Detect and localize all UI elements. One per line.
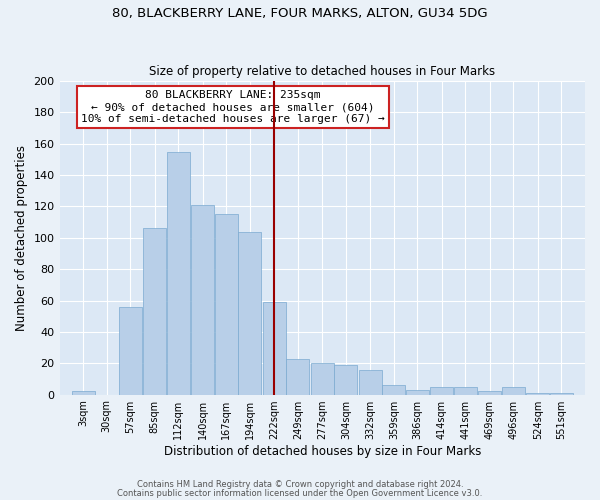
Bar bbox=[286, 358, 310, 394]
Bar bbox=[382, 385, 406, 394]
Text: Contains HM Land Registry data © Crown copyright and database right 2024.: Contains HM Land Registry data © Crown c… bbox=[137, 480, 463, 489]
Bar bbox=[119, 307, 142, 394]
Text: 80 BLACKBERRY LANE: 235sqm
← 90% of detached houses are smaller (604)
10% of sem: 80 BLACKBERRY LANE: 235sqm ← 90% of deta… bbox=[81, 90, 385, 124]
Bar bbox=[454, 386, 477, 394]
Bar bbox=[238, 232, 262, 394]
Title: Size of property relative to detached houses in Four Marks: Size of property relative to detached ho… bbox=[149, 66, 496, 78]
Bar bbox=[502, 386, 525, 394]
Text: Contains public sector information licensed under the Open Government Licence v3: Contains public sector information licen… bbox=[118, 488, 482, 498]
Bar bbox=[359, 370, 382, 394]
Bar bbox=[191, 205, 214, 394]
Bar bbox=[406, 390, 429, 394]
Y-axis label: Number of detached properties: Number of detached properties bbox=[15, 145, 28, 331]
Bar bbox=[334, 365, 358, 394]
Bar bbox=[550, 393, 573, 394]
Bar bbox=[311, 363, 334, 394]
Bar bbox=[526, 393, 550, 394]
Bar bbox=[215, 214, 238, 394]
Bar bbox=[263, 302, 286, 394]
Bar bbox=[478, 392, 502, 394]
Text: 80, BLACKBERRY LANE, FOUR MARKS, ALTON, GU34 5DG: 80, BLACKBERRY LANE, FOUR MARKS, ALTON, … bbox=[112, 8, 488, 20]
X-axis label: Distribution of detached houses by size in Four Marks: Distribution of detached houses by size … bbox=[164, 444, 481, 458]
Bar bbox=[143, 228, 166, 394]
Bar bbox=[167, 152, 190, 394]
Bar bbox=[71, 392, 95, 394]
Bar bbox=[430, 386, 454, 394]
